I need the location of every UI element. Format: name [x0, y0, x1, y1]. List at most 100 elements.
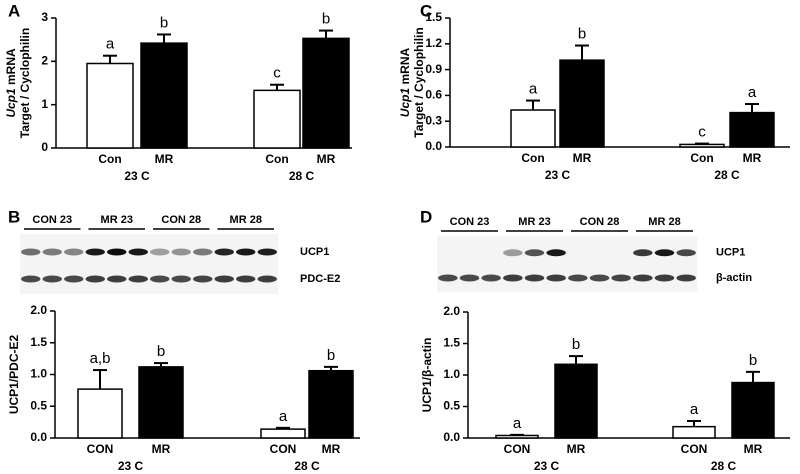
y-tick-label: 2.0 — [443, 304, 460, 318]
y-axis-label-unit: mRNA — [398, 47, 412, 84]
x-tick-label: MR — [743, 151, 762, 165]
y-tick-label: 0.6 — [425, 88, 442, 102]
blot-band — [503, 249, 523, 257]
y-tick-label: 2 — [41, 54, 48, 68]
blot-band — [236, 275, 256, 283]
group-label: 28 C — [294, 459, 320, 473]
y-axis-label: UCP1/PDC-E2 — [7, 335, 21, 415]
y-tick-label: 2.0 — [30, 303, 47, 317]
blot-band — [611, 274, 631, 282]
blot-band — [438, 274, 458, 282]
blot-band — [214, 248, 234, 256]
significance-letter: a — [748, 84, 757, 101]
y-axis-label: Ucp1 mRNA — [4, 48, 18, 118]
blot-band — [85, 275, 105, 283]
blot-band — [107, 275, 127, 283]
blot-band — [590, 249, 610, 256]
bar — [138, 366, 184, 439]
bar — [260, 428, 306, 439]
x-tick-label: CON — [87, 442, 114, 456]
significance-letter: a,b — [90, 350, 111, 367]
group-label: 28 C — [711, 459, 737, 473]
group-label: 23 C — [545, 168, 571, 182]
significance-letter: b — [327, 347, 335, 364]
bar — [253, 89, 301, 149]
group-label: 28 C — [289, 169, 315, 183]
significance-letter: c — [273, 65, 281, 82]
blot-band — [193, 248, 213, 256]
blot-band — [42, 248, 62, 256]
blot-band — [654, 274, 675, 282]
y-tick-label: 0.9 — [425, 62, 442, 76]
blot-band — [171, 275, 191, 283]
band-label: PDC-E2 — [300, 273, 340, 285]
blot-band — [21, 275, 41, 283]
blot-band — [459, 274, 480, 282]
blot-band — [150, 275, 170, 283]
group-label: 23 C — [124, 169, 150, 183]
bar — [302, 37, 350, 149]
lane-label: CON 28 — [161, 214, 201, 226]
significance-letter: b — [160, 14, 168, 31]
group-label: 28 C — [714, 168, 740, 182]
blot-band — [21, 248, 41, 256]
panel-label: B — [8, 207, 20, 226]
y-axis-label: Target / Cyclophilin — [18, 28, 32, 138]
blot-band — [546, 249, 566, 257]
significance-letter: b — [572, 336, 580, 353]
significance-letter: a — [279, 408, 288, 425]
blot-band — [214, 275, 234, 283]
significance-letter: b — [749, 352, 757, 369]
y-tick-label: 1.0 — [443, 367, 460, 381]
lane-label: MR 28 — [648, 216, 680, 228]
panel-label: D — [420, 207, 432, 226]
lane-label: MR 28 — [230, 214, 262, 226]
blot-band — [128, 275, 148, 283]
y-tick-label: 1.2 — [425, 36, 442, 50]
x-tick-label: MR — [155, 152, 174, 166]
blot-band — [633, 249, 653, 257]
bar — [672, 425, 716, 439]
y-axis-label-unit: mRNA — [4, 48, 18, 85]
blot-band — [236, 248, 256, 256]
blot-band — [171, 248, 191, 256]
blot-band — [150, 248, 170, 256]
x-tick-label: Con — [265, 152, 288, 166]
bar — [731, 381, 775, 439]
bar — [554, 363, 598, 439]
y-axis-label-gene: Ucp1 — [4, 88, 18, 118]
significance-letter: a — [513, 415, 522, 432]
blot-image — [437, 236, 697, 292]
bar — [729, 111, 775, 148]
panel-label: C — [420, 1, 432, 20]
blot-image — [20, 234, 278, 294]
y-axis-label: Ucp1 mRNA — [398, 47, 412, 117]
x-tick-label: CON — [681, 442, 708, 456]
blot-band — [503, 274, 523, 282]
blot-band — [257, 275, 277, 283]
blot-band — [107, 248, 127, 256]
lane-label: MR 23 — [101, 214, 133, 226]
y-tick-label: 1.0 — [30, 367, 47, 381]
x-tick-label: MR — [573, 151, 592, 165]
y-tick-label: 0.0 — [443, 430, 460, 444]
x-tick-label: MR — [744, 442, 763, 456]
significance-letter: a — [690, 401, 699, 418]
y-axis-label-gene: Ucp1 — [398, 88, 412, 118]
blot-band — [128, 248, 148, 256]
lane-label: CON 28 — [580, 216, 620, 228]
y-tick-label: 1.5 — [443, 336, 460, 350]
blot-band — [481, 274, 501, 282]
significance-letter: c — [698, 124, 706, 141]
blot-band — [42, 275, 62, 283]
band-label: UCP1 — [716, 247, 745, 259]
y-tick-label: 0.0 — [30, 430, 47, 444]
x-tick-label: CON — [504, 442, 531, 456]
y-tick-label: 0.5 — [443, 399, 460, 413]
significance-letter: a — [106, 36, 115, 53]
y-tick-label: 0.0 — [425, 139, 442, 153]
bar — [679, 143, 725, 148]
y-tick-label: 0.5 — [30, 398, 47, 412]
bar — [495, 434, 539, 439]
x-tick-label: Con — [98, 152, 121, 166]
